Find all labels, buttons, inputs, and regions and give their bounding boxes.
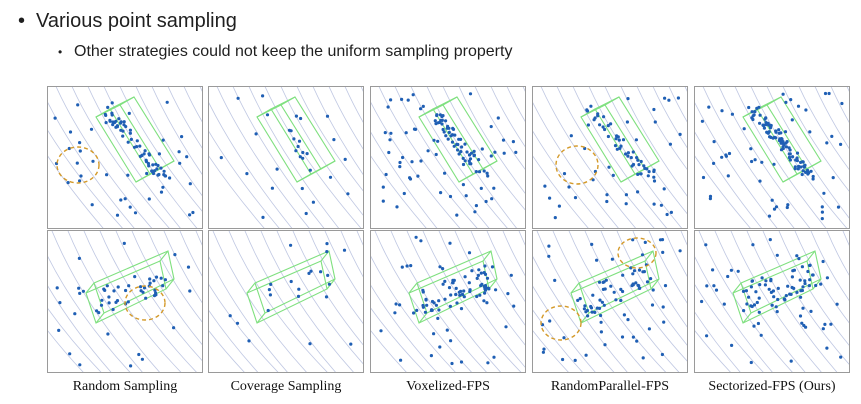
point-cloud-panel <box>694 86 850 229</box>
method-caption: Sectorized-FPS (Ours) <box>708 379 836 394</box>
point-cloud-image <box>371 87 525 228</box>
point-cloud-image <box>533 87 687 228</box>
point-cloud-panel <box>208 230 364 373</box>
point-cloud-image <box>695 231 849 372</box>
point-cloud-panel <box>47 86 203 229</box>
point-cloud-panel <box>532 230 688 373</box>
point-cloud-image <box>209 231 363 372</box>
point-cloud-panel <box>208 86 364 229</box>
sub-bullet: • Other strategies could not keep the un… <box>58 43 512 61</box>
sub-bullet-text: Other strategies could not keep the unif… <box>74 43 513 60</box>
main-bullet-text: Various point sampling <box>36 10 237 32</box>
sub-bullet-dot: • <box>58 45 63 59</box>
point-cloud-image <box>533 231 687 372</box>
method-caption: Coverage Sampling <box>230 379 342 394</box>
point-cloud-panel <box>47 230 203 373</box>
method-caption: RandomParallel-FPS <box>550 379 670 394</box>
point-cloud-image <box>371 231 525 372</box>
point-cloud-panel <box>370 86 526 229</box>
point-cloud-image <box>209 87 363 228</box>
point-cloud-panel <box>532 86 688 229</box>
bullet-dot: • <box>18 10 26 32</box>
point-cloud-image <box>48 231 202 372</box>
point-cloud-image <box>695 87 849 228</box>
point-cloud-panel <box>370 230 526 373</box>
main-bullet: • Various point sampling <box>18 10 237 33</box>
point-cloud-panel <box>694 230 850 373</box>
method-caption: Voxelized-FPS <box>406 379 490 394</box>
method-caption: Random Sampling <box>72 379 178 394</box>
point-cloud-image <box>48 87 202 228</box>
